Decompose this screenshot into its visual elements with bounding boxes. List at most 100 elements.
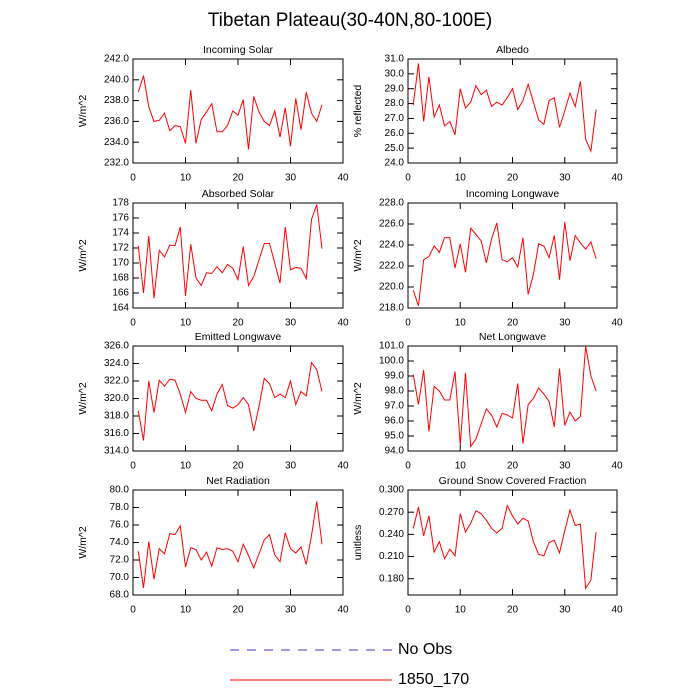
y-tick-label: 72.0	[110, 555, 130, 566]
x-tick-label: 0	[130, 461, 136, 472]
legend-label: No Obs	[398, 641, 452, 658]
y-tick-label: 226.0	[379, 219, 404, 230]
x-tick-label: 0	[130, 318, 136, 329]
y-tick-label: 242.0	[104, 54, 129, 65]
x-tick-label: 10	[180, 318, 192, 329]
x-tick-label: 20	[232, 605, 244, 616]
x-tick-label: 0	[405, 461, 411, 472]
y-tick-label: 224.0	[379, 240, 404, 251]
plot-frame	[407, 58, 618, 164]
x-tick-label: 20	[507, 173, 519, 184]
y-tick-label: 0.180	[379, 573, 404, 584]
y-tick-label: 78.0	[110, 502, 130, 513]
y-tick-label: 318.0	[104, 411, 129, 422]
data-line	[137, 501, 323, 589]
data-line	[412, 63, 597, 153]
y-tick-label: 31.0	[385, 54, 405, 65]
y-axis-label: W/m^2	[77, 382, 89, 415]
panel-title: Albedo	[496, 44, 529, 56]
x-tick-label: 0	[405, 318, 411, 329]
x-tick-label: 20	[232, 318, 244, 329]
y-axis-label: W/m^2	[352, 382, 364, 415]
x-tick-label: 30	[559, 173, 571, 184]
y-tick-label: 322.0	[104, 376, 129, 387]
x-tick-label: 40	[611, 605, 623, 616]
y-tick-label: 25.0	[385, 143, 405, 154]
y-tick-label: 0.210	[379, 551, 404, 562]
x-tick-label: 40	[337, 318, 349, 329]
panel-title: Incoming Solar	[203, 44, 274, 56]
y-tick-label: 236.0	[104, 116, 129, 127]
y-tick-label: 228.0	[379, 198, 404, 209]
y-tick-label: 76.0	[110, 520, 130, 531]
y-axis-label: W/m^2	[77, 95, 89, 128]
data-line	[137, 75, 323, 150]
y-tick-label: 164	[112, 303, 129, 314]
y-axis-label: % reflected	[352, 85, 364, 138]
plot-frame	[132, 58, 344, 164]
y-tick-label: 98.0	[385, 386, 405, 397]
y-tick-label: 178	[112, 198, 129, 209]
y-tick-label: 100.0	[379, 356, 404, 367]
y-tick-label: 74.0	[110, 537, 130, 548]
plot-frame	[132, 489, 344, 596]
x-tick-label: 30	[285, 461, 297, 472]
y-tick-label: 97.0	[385, 401, 405, 412]
x-tick-label: 30	[285, 318, 297, 329]
x-tick-label: 20	[507, 461, 519, 472]
y-tick-label: 326.0	[104, 341, 129, 352]
y-tick-label: 234.0	[104, 137, 129, 148]
y-tick-label: 238.0	[104, 95, 129, 106]
x-tick-label: 30	[285, 605, 297, 616]
y-tick-label: 170	[112, 258, 129, 269]
y-tick-label: 168	[112, 273, 129, 284]
x-tick-label: 40	[611, 461, 623, 472]
x-tick-label: 20	[507, 318, 519, 329]
y-tick-label: 0.270	[379, 507, 404, 518]
x-tick-label: 0	[130, 605, 136, 616]
y-tick-label: 29.0	[385, 83, 405, 94]
x-tick-label: 20	[507, 605, 519, 616]
data-line	[412, 345, 597, 448]
data-line	[137, 361, 323, 441]
x-tick-label: 0	[130, 173, 136, 184]
panel-title: Absorbed Solar	[202, 188, 275, 200]
plot-frame	[407, 345, 618, 452]
y-tick-label: 99.0	[385, 371, 405, 382]
panel-title: Ground Snow Covered Fraction	[439, 475, 587, 487]
x-tick-label: 40	[337, 173, 349, 184]
x-tick-label: 20	[232, 461, 244, 472]
x-tick-label: 30	[559, 605, 571, 616]
x-tick-label: 10	[455, 173, 467, 184]
y-tick-label: 94.0	[385, 446, 405, 457]
y-tick-label: 240.0	[104, 74, 129, 85]
panel-title: Incoming Longwave	[466, 188, 560, 200]
y-tick-label: 26.0	[385, 128, 405, 139]
y-tick-label: 95.0	[385, 431, 405, 442]
panel-title: Net Radiation	[206, 475, 270, 487]
x-tick-label: 10	[455, 318, 467, 329]
y-tick-label: 68.0	[110, 590, 130, 601]
y-tick-label: 174	[112, 228, 129, 239]
y-tick-label: 101.0	[379, 341, 404, 352]
panel-title: Net Longwave	[479, 331, 546, 343]
x-tick-label: 10	[180, 605, 192, 616]
y-tick-label: 0.240	[379, 529, 404, 540]
y-tick-label: 28.0	[385, 98, 405, 109]
x-tick-label: 10	[455, 461, 467, 472]
y-tick-label: 96.0	[385, 416, 405, 427]
x-tick-label: 40	[337, 461, 349, 472]
x-tick-label: 30	[559, 461, 571, 472]
y-tick-label: 324.0	[104, 358, 129, 369]
x-tick-label: 30	[285, 173, 297, 184]
legend-label: 1850_170	[398, 671, 469, 688]
y-tick-label: 30.0	[385, 68, 405, 79]
y-tick-label: 24.0	[385, 158, 405, 169]
y-axis-label: W/m^2	[352, 239, 364, 272]
y-tick-label: 320.0	[104, 393, 129, 404]
x-tick-label: 0	[405, 605, 411, 616]
x-tick-label: 20	[232, 173, 244, 184]
y-tick-label: 27.0	[385, 113, 405, 124]
panel-title: Emitted Longwave	[195, 331, 282, 343]
